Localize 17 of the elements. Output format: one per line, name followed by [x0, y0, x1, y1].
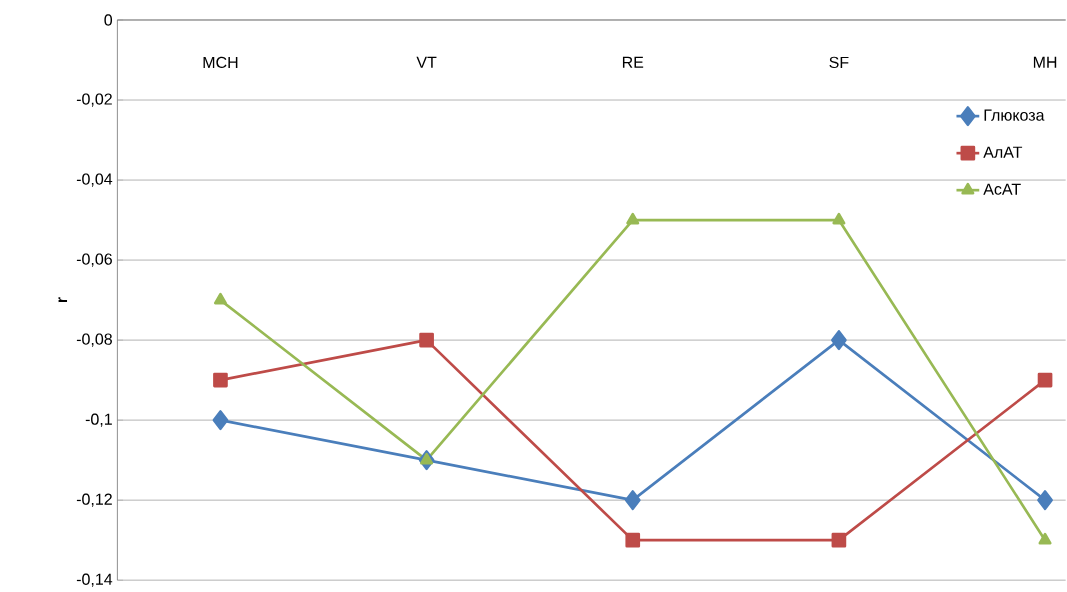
x-tick-label: MH — [1033, 56, 1057, 68]
y-tick-label: 0 — [104, 14, 113, 26]
y-tick-label: -0,06 — [76, 253, 112, 267]
x-tick-label: SF — [829, 56, 849, 68]
legend-label: Глюкоза — [984, 109, 1045, 121]
y-tick-label: -0,12 — [76, 493, 112, 507]
y-tick-label: -0,08 — [76, 333, 112, 347]
x-tick-label: VT — [416, 56, 437, 68]
x-tick-label: RE — [622, 56, 644, 68]
y-tick-label: -0,1 — [85, 413, 112, 427]
legend-label: АсАТ — [983, 183, 1021, 195]
y-tick-label: -0,14 — [76, 573, 113, 587]
legend-label: АлАТ — [983, 146, 1023, 158]
y-tick-label: -0,04 — [76, 173, 113, 187]
x-tick-label: MCH — [203, 56, 238, 68]
y-axis-title: r — [58, 297, 68, 303]
y-tick-label: -0,02 — [76, 93, 112, 107]
